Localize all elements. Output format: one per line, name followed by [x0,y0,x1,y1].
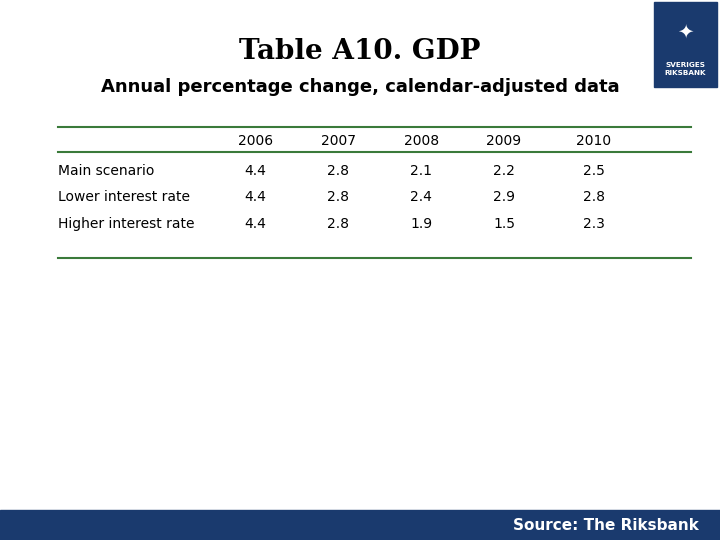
Text: Higher interest rate: Higher interest rate [58,217,194,231]
Text: 2010: 2010 [577,134,611,149]
Text: 4.4: 4.4 [245,164,266,178]
Text: 4.4: 4.4 [245,190,266,204]
Text: 2.3: 2.3 [583,217,605,231]
Text: Source: The Riksbank: Source: The Riksbank [513,518,698,533]
Text: 2.1: 2.1 [410,164,432,178]
Text: 2009: 2009 [487,134,521,149]
Text: 2.8: 2.8 [583,190,605,204]
Text: ✦: ✦ [678,23,693,42]
Text: 2.9: 2.9 [493,190,515,204]
Text: Annual percentage change, calendar-adjusted data: Annual percentage change, calendar-adjus… [101,78,619,96]
Text: 2.2: 2.2 [493,164,515,178]
Text: 4.4: 4.4 [245,217,266,231]
Text: 1.5: 1.5 [493,217,515,231]
Text: 2.5: 2.5 [583,164,605,178]
Text: 2006: 2006 [238,134,273,149]
Text: 2.8: 2.8 [328,217,349,231]
Text: 2.8: 2.8 [328,164,349,178]
Text: SVERIGES
RIKSBANK: SVERIGES RIKSBANK [665,62,706,76]
Text: 2008: 2008 [404,134,438,149]
Text: 1.9: 1.9 [410,217,432,231]
Text: Table A10. GDP: Table A10. GDP [239,38,481,65]
Text: Main scenario: Main scenario [58,164,154,178]
Text: 2.4: 2.4 [410,190,432,204]
Text: Lower interest rate: Lower interest rate [58,190,189,204]
Text: 2.8: 2.8 [328,190,349,204]
Text: 2007: 2007 [321,134,356,149]
